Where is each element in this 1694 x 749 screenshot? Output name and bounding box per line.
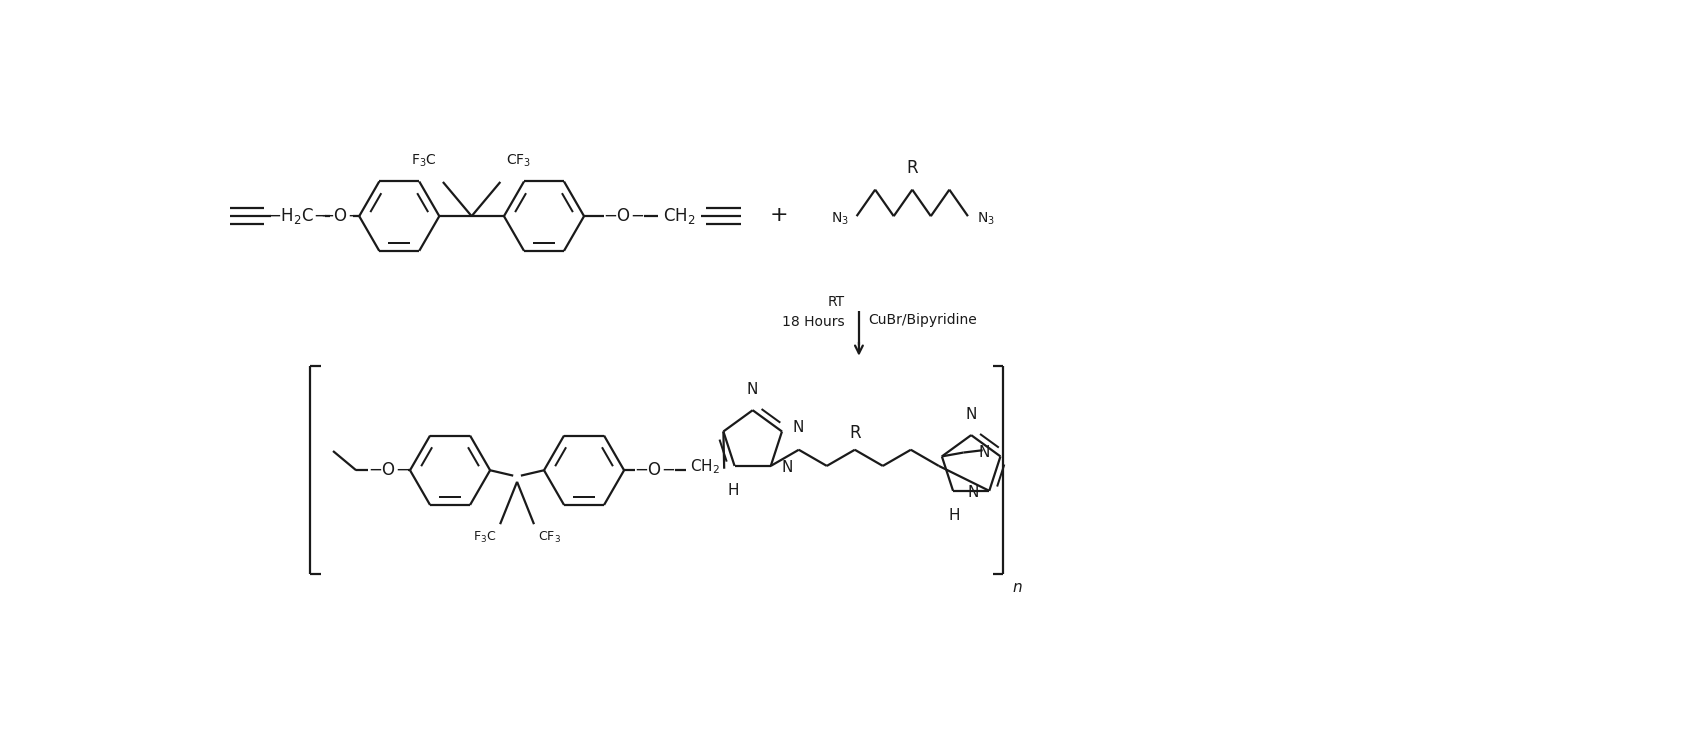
Text: RT: RT [828,295,845,309]
Text: N: N [793,420,805,435]
Text: CuBr/Bipyridine: CuBr/Bipyridine [869,313,977,327]
Text: H: H [949,508,960,523]
Text: CH$_2$: CH$_2$ [664,206,696,226]
Text: N: N [966,407,977,422]
Text: N: N [979,445,989,460]
Text: F$_3$C: F$_3$C [473,530,496,545]
Text: N: N [967,485,979,500]
Text: $-$H$_2$C$-$: $-$H$_2$C$-$ [266,206,327,226]
Text: H: H [727,483,739,498]
Text: N$_3$: N$_3$ [977,210,994,227]
Text: N: N [747,382,759,397]
Text: N$_3$: N$_3$ [832,210,849,227]
Text: R: R [906,159,918,177]
Text: 18 Hours: 18 Hours [783,315,845,330]
Text: $-$O$-$: $-$O$-$ [368,461,408,479]
Text: $-$O$-$: $-$O$-$ [603,207,645,225]
Text: $-$O$-$: $-$O$-$ [634,461,676,479]
Text: n: n [1013,580,1023,595]
Text: F$_3$C: F$_3$C [412,153,437,169]
Text: $+$: $+$ [769,204,788,225]
Text: CF$_3$: CF$_3$ [539,530,561,545]
Text: N: N [781,460,793,475]
Text: R: R [849,424,861,442]
Text: $-$O$-$: $-$O$-$ [320,207,361,225]
Text: CF$_3$: CF$_3$ [507,153,532,169]
Text: CH$_2$: CH$_2$ [689,457,720,476]
